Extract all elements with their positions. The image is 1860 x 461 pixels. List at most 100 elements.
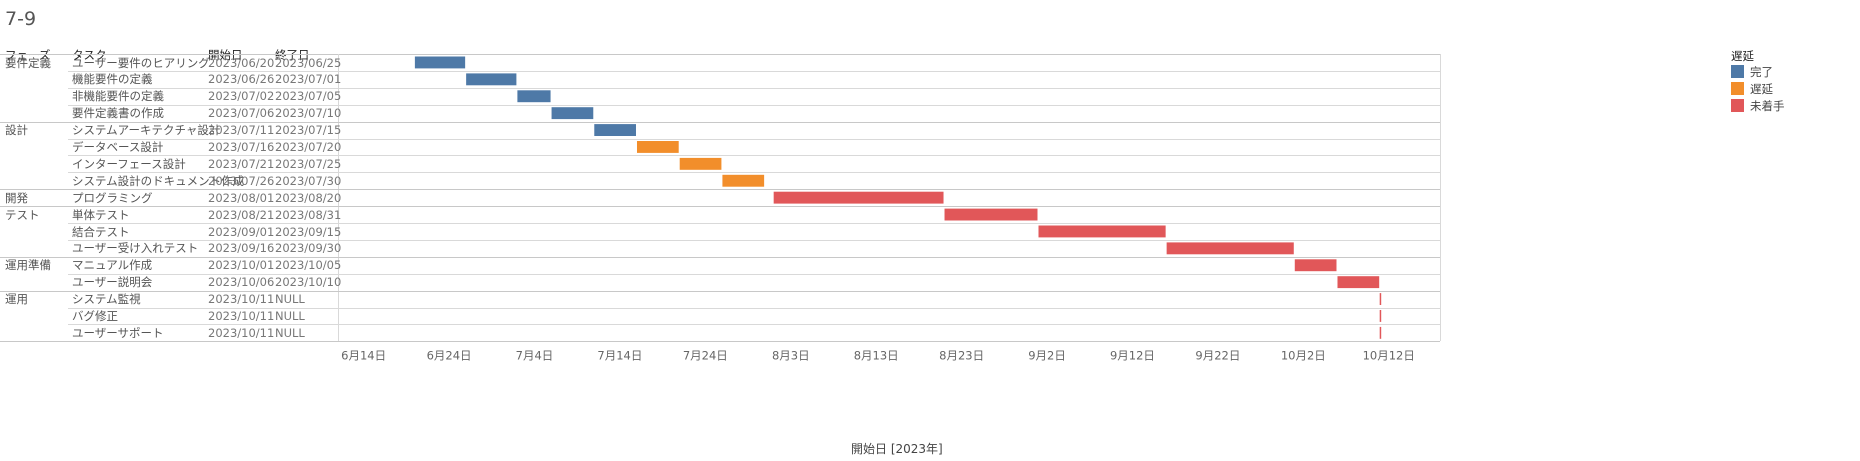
- start-date: 2023/06/26: [208, 72, 275, 87]
- end-date: 2023/10/10: [275, 275, 342, 290]
- task-label: システム設計のドキュメント作成: [72, 173, 245, 188]
- phase-divider: [0, 256, 1440, 258]
- x-tick-label: 8月23日: [939, 348, 984, 362]
- start-date: 2023/09/01: [208, 224, 275, 239]
- row-divider: [68, 172, 1440, 174]
- gantt-bar: [517, 90, 551, 103]
- legend-label: 完了: [1750, 65, 1773, 79]
- legend-item: 完了: [1731, 64, 1773, 80]
- task-label: 単体テスト: [72, 207, 130, 222]
- end-date: 2023/07/30: [275, 173, 342, 188]
- x-tick-label: 9月22日: [1195, 348, 1240, 362]
- row-divider: [68, 104, 1440, 106]
- task-label: バグ修正: [72, 309, 118, 323]
- row-divider: [68, 155, 1440, 157]
- phase-label: 運用: [5, 292, 28, 307]
- task-label: 非機能要件の定義: [72, 89, 164, 104]
- legend-label: 遅延: [1750, 82, 1773, 96]
- end-date: 2023/07/10: [275, 106, 342, 121]
- start-date: 2023/10/06: [208, 275, 275, 290]
- gantt-bar: [679, 157, 722, 170]
- end-date: NULL: [275, 325, 305, 340]
- start-date: 2023/07/02: [208, 89, 275, 104]
- start-date: 2023/08/21: [208, 207, 275, 222]
- task-label: プログラミング: [72, 190, 153, 205]
- start-date: 2023/09/16: [208, 241, 275, 256]
- end-date: 2023/08/31: [275, 207, 342, 222]
- task-label: ユーザー要件のヒアリング: [72, 55, 210, 70]
- phase-label: テスト: [5, 207, 40, 222]
- task-label: ユーザーサポート: [72, 325, 164, 340]
- end-date: NULL: [275, 309, 305, 323]
- task-label: 機能要件の定義: [72, 72, 153, 87]
- gantt-bar: [1337, 276, 1380, 289]
- legend-label: 未着手: [1750, 99, 1785, 113]
- start-date: 2023/10/11: [208, 292, 275, 307]
- phase-label: 開発: [5, 190, 28, 205]
- row-divider: [68, 324, 1440, 326]
- legend-swatch: [1731, 65, 1744, 78]
- end-date: 2023/07/25: [275, 156, 342, 171]
- legend-swatch: [1731, 99, 1744, 112]
- task-label: システム監視: [72, 292, 141, 307]
- phase-label: 要件定義: [5, 55, 51, 70]
- start-date: 2023/10/01: [208, 258, 275, 273]
- legend-item: 未着手: [1731, 98, 1785, 114]
- gantt-bar: [466, 73, 517, 86]
- task-label: データベース設計: [72, 140, 164, 154]
- start-date: 2023/07/21: [208, 156, 275, 171]
- chart-title: 7-9: [5, 8, 37, 30]
- x-tick-label: 10月12日: [1363, 348, 1415, 362]
- legend-title: 遅延: [1731, 49, 1754, 63]
- gantt-bar: [1379, 326, 1382, 339]
- gantt-bar: [1038, 225, 1166, 238]
- x-axis-title: 開始日 [2023年]: [851, 442, 943, 456]
- x-tick-label: 9月12日: [1110, 348, 1155, 362]
- header-end: 終了日: [275, 48, 310, 62]
- phase-divider: [0, 206, 1440, 208]
- x-tick-label: 7月4日: [516, 348, 554, 362]
- gantt-bar: [636, 141, 679, 153]
- start-date: 2023/07/16: [208, 140, 275, 154]
- x-tick-label: 9月2日: [1028, 348, 1066, 362]
- x-tick-label: 10月2日: [1281, 348, 1326, 362]
- x-tick-label: 8月13日: [854, 348, 899, 362]
- task-label: ユーザー説明会: [72, 275, 153, 290]
- end-date: 2023/07/01: [275, 72, 342, 87]
- header-divider: [0, 54, 1440, 55]
- x-tick-label: 7月14日: [597, 348, 642, 362]
- row-divider: [68, 273, 1440, 275]
- phase-divider: [0, 189, 1440, 191]
- task-label: 要件定義書の作成: [72, 106, 164, 121]
- x-tick-label: 6月24日: [427, 348, 472, 362]
- phase-divider: [0, 290, 1440, 292]
- start-date: 2023/06/20: [208, 55, 275, 70]
- gantt-bar: [773, 191, 944, 204]
- legend-swatch: [1731, 82, 1744, 95]
- task-label: システムアーキテクチャ設計: [72, 123, 221, 138]
- row-divider: [68, 239, 1440, 241]
- row-divider: [68, 70, 1440, 72]
- end-date: 2023/07/20: [275, 140, 342, 154]
- gantt-bar: [944, 208, 1038, 221]
- row-divider: [68, 223, 1440, 224]
- end-date: 2023/09/30: [275, 241, 342, 256]
- end-date: 2023/07/15: [275, 123, 342, 138]
- gantt-bar: [414, 56, 466, 69]
- gantt-bar: [1294, 259, 1337, 272]
- gantt-bar: [722, 174, 765, 187]
- start-date: 2023/07/26: [208, 173, 275, 188]
- gantt-bar: [551, 107, 594, 120]
- end-date: 2023/10/05: [275, 258, 342, 273]
- start-date: 2023/07/11: [208, 123, 275, 138]
- task-label: マニュアル作成: [72, 258, 153, 273]
- end-date: 2023/07/05: [275, 89, 342, 104]
- end-date: 2023/09/15: [275, 224, 342, 239]
- task-label: 結合テスト: [72, 224, 130, 239]
- task-label: ユーザー受け入れテスト: [72, 241, 199, 256]
- plot-left-border: [338, 54, 339, 342]
- start-date: 2023/10/11: [208, 309, 275, 323]
- header-phase: フェーズ: [5, 48, 51, 62]
- row-divider: [68, 87, 1440, 89]
